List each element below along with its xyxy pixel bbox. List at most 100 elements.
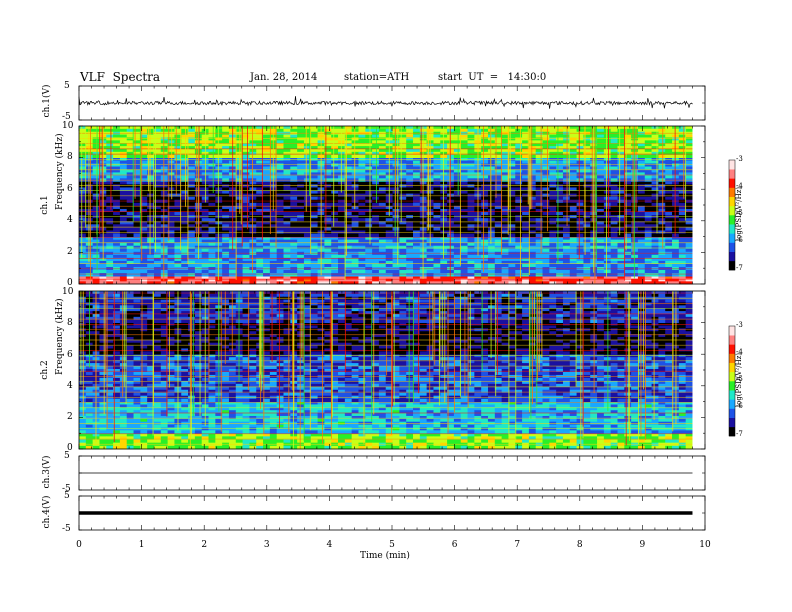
- spectrogram-cell: [528, 227, 537, 231]
- spectrogram-cell: [501, 205, 509, 210]
- spectrogram-cell: [351, 175, 359, 179]
- spectrogram-cell: [494, 166, 503, 170]
- spectrogram-cell: [290, 169, 298, 173]
- spectrogram-cell: [453, 128, 462, 133]
- spectrogram-cell: [222, 276, 230, 280]
- spectrogram-cell: [283, 212, 291, 216]
- spectrogram-cell: [603, 143, 612, 147]
- spectrogram-cell: [637, 278, 646, 282]
- spectrogram-cell: [276, 276, 284, 280]
- spectrogram-cell: [331, 160, 339, 164]
- spectrogram-cell: [167, 260, 175, 265]
- spectrogram-cell: [263, 137, 271, 141]
- spectrogram-cell: [324, 224, 332, 228]
- spectrogram-cell: [508, 190, 516, 194]
- spectrogram-cell: [515, 221, 523, 225]
- spectrogram-cell: [181, 242, 189, 247]
- spectrogram-cell: [249, 278, 257, 282]
- spectrogram-cell: [126, 205, 134, 210]
- spectrogram-cell: [406, 148, 414, 153]
- spectrogram-cell: [515, 148, 523, 153]
- spectrogram-cell: [256, 224, 264, 228]
- spectrogram-cell: [481, 281, 489, 285]
- spectrogram-cell: [481, 202, 489, 207]
- spectrogram-cell: [562, 245, 571, 250]
- spectrogram-cell: [208, 227, 216, 231]
- spectrogram-cell: [610, 160, 618, 164]
- spectrogram-cell: [617, 160, 625, 164]
- spectrogram-cell: [399, 202, 407, 207]
- spectrogram-cell: [399, 224, 407, 228]
- spectrogram-cell: [644, 126, 652, 130]
- spectrogram-cell: [644, 263, 652, 268]
- spectrogram-cell: [140, 273, 148, 277]
- spectrogram-cell: [126, 128, 134, 133]
- spectrogram-cell: [269, 270, 278, 274]
- spectrogram-cell: [474, 270, 482, 274]
- spectrogram-cell: [188, 187, 196, 191]
- spectrogram-cell: [535, 181, 543, 185]
- spectrogram-cell: [406, 270, 414, 274]
- spectrogram-cell: [269, 433, 278, 437]
- spectrogram-cell: [665, 134, 673, 138]
- spectrogram-cell: [385, 248, 393, 253]
- spectrogram-cell: [535, 172, 543, 176]
- spectrogram-cell: [215, 181, 223, 185]
- spectrogram-cell: [99, 281, 107, 285]
- spectrogram-cell: [351, 263, 359, 268]
- spectrogram-cell: [133, 137, 141, 141]
- spectrogram-cell: [603, 257, 612, 262]
- spectrogram-cell: [481, 227, 489, 231]
- spectrogram-cell: [583, 242, 591, 247]
- spectrogram-cell: [658, 172, 666, 176]
- spectrogram-cell: [494, 242, 503, 247]
- spectrogram-cell: [365, 218, 373, 222]
- spectrogram-cell: [467, 140, 475, 144]
- spectrogram-cell: [413, 163, 421, 167]
- spectrogram-cell: [331, 276, 339, 280]
- spectrogram-cell: [481, 146, 489, 150]
- spectrogram-cell: [487, 181, 496, 185]
- spectrogram-cell: [597, 227, 605, 231]
- spectrogram-cell: [583, 196, 591, 201]
- spectrogram-cell: [651, 270, 659, 274]
- spectrogram-cell: [358, 224, 366, 228]
- spectrogram-cell: [256, 151, 264, 156]
- spectrogram-cell: [79, 224, 87, 228]
- spectrogram-cell: [201, 227, 209, 231]
- spectrogram-cell: [665, 281, 673, 285]
- spectrogram-cell: [494, 254, 503, 259]
- spectrogram-cell: [297, 260, 305, 265]
- spectrogram-cell: [92, 166, 100, 170]
- spectrogram-cell: [263, 193, 271, 198]
- spectrogram-cell: [153, 172, 162, 176]
- spectrogram-cell: [399, 233, 407, 237]
- spectrogram-cell: [672, 227, 680, 231]
- spectrogram-cell: [215, 169, 223, 173]
- spectrogram-cell: [99, 276, 107, 280]
- spectrogram-cell: [460, 242, 468, 247]
- spectrogram-cell: [365, 169, 373, 173]
- spectrogram-cell: [576, 270, 584, 274]
- spectrogram-cell: [297, 169, 305, 173]
- spectrogram-cell: [194, 273, 203, 277]
- spectrogram-cell: [222, 172, 230, 176]
- spectrogram-cell: [106, 221, 114, 225]
- spectrogram-cell: [215, 193, 223, 198]
- spectrogram-cell: [583, 236, 591, 241]
- spectrogram-cell: [528, 166, 537, 170]
- spectrogram-cell: [481, 221, 489, 225]
- spectrogram-cell: [140, 175, 148, 179]
- spectrogram-cell: [487, 190, 496, 194]
- spectrogram-cell: [249, 163, 257, 167]
- spectrogram-cell: [535, 126, 543, 130]
- spectrogram-cell: [392, 239, 400, 244]
- spectrogram-cell: [310, 137, 318, 141]
- spectrogram-cell: [263, 172, 271, 176]
- spectrogram-cell: [590, 278, 598, 282]
- spectrogram-cell: [392, 208, 400, 213]
- spectrogram-cell: [208, 224, 216, 228]
- spectrogram-cell: [494, 169, 503, 173]
- spectrogram-cell: [378, 205, 387, 210]
- spectrogram-cell: [303, 205, 312, 210]
